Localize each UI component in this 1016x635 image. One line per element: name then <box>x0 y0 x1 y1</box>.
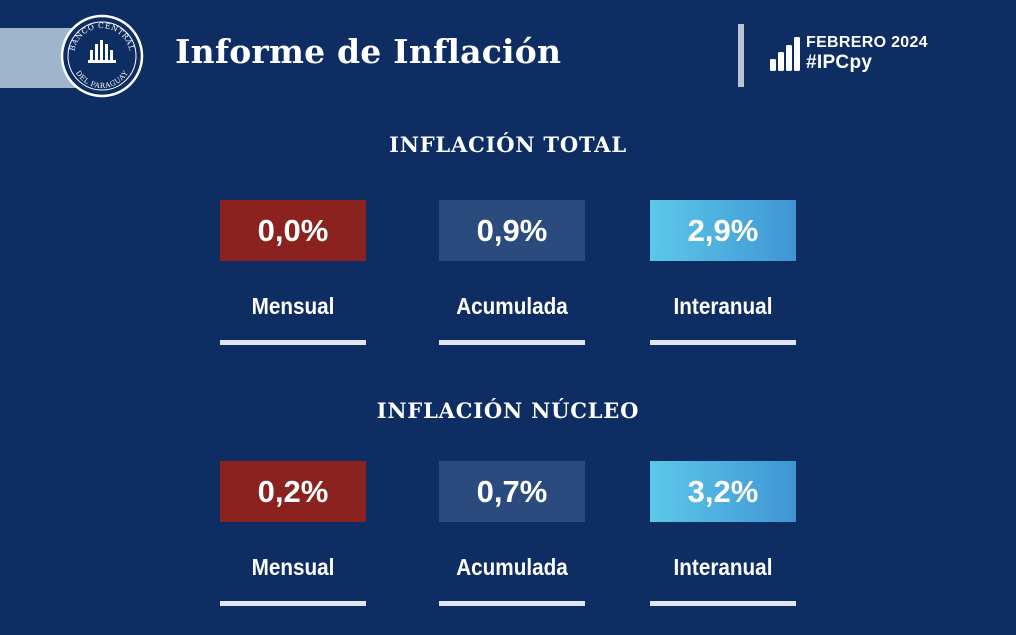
card-underline <box>439 340 585 345</box>
hashtag: #IPCpy <box>806 52 873 73</box>
card-total-mensual: 0,0% Mensual <box>220 200 366 345</box>
card-nucleo-mensual: 0,2% Mensual <box>220 461 366 606</box>
card-underline <box>220 340 366 345</box>
card-label: Mensual <box>251 293 335 319</box>
value-box: 0,7% <box>439 461 585 522</box>
value-box: 3,2% <box>650 461 796 522</box>
card-underline <box>220 601 366 606</box>
value-box: 0,9% <box>439 200 585 261</box>
card-label: Interanual <box>673 293 773 319</box>
card-total-acumulada: 0,9% Acumulada <box>439 200 585 345</box>
card-label: Mensual <box>251 554 335 580</box>
card-label: Acumulada <box>456 554 568 580</box>
card-underline <box>650 601 796 606</box>
report-period: FEBRERO 2024 <box>806 34 928 51</box>
card-underline <box>650 340 796 345</box>
card-nucleo-acumulada: 0,7% Acumulada <box>439 461 585 606</box>
card-total-interanual: 2,9% Interanual <box>650 200 796 345</box>
page-title: Informe de Inflación <box>175 32 562 71</box>
value-box: 0,2% <box>220 461 366 522</box>
card-nucleo-interanual: 3,2% Interanual <box>650 461 796 606</box>
bcp-seal-logo: BANCO CENTRAL DEL PARAGUAY <box>60 14 144 98</box>
bar-chart-icon <box>770 37 800 71</box>
card-underline <box>439 601 585 606</box>
card-label: Acumulada <box>456 293 568 319</box>
value-box: 0,0% <box>220 200 366 261</box>
section-title-nucleo: INFLACIÓN NÚCLEO <box>376 398 640 423</box>
value-box: 2,9% <box>650 200 796 261</box>
header-divider <box>738 24 744 87</box>
section-title-total: INFLACIÓN TOTAL <box>389 132 627 157</box>
card-label: Interanual <box>673 554 773 580</box>
